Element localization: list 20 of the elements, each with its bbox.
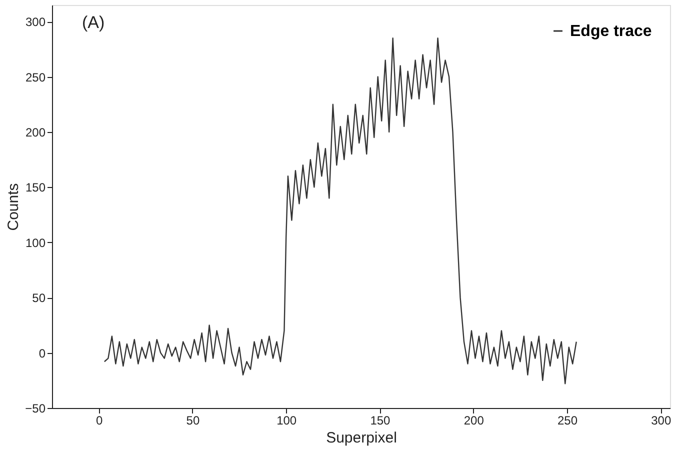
x-tick-label: 50 [186,414,200,428]
y-tick-label: 250 [25,70,46,84]
y-tick-label: −50 [25,402,46,416]
x-tick-label: 200 [464,414,484,428]
y-tick-label: 0 [38,346,46,360]
legend-label: Edge trace [570,23,652,40]
y-tick-label: 300 [25,15,46,30]
x-tick-label: 150 [370,414,391,428]
x-tick-label: 250 [557,414,578,428]
x-tick-label: 0 [96,414,103,428]
y-tick-label: 200 [25,125,46,140]
x-tick-label: 100 [276,414,297,428]
x-axis-title: Superpixel [326,430,397,446]
y-axis-title: Counts [5,183,22,231]
x-tick-label: 300 [651,414,672,428]
annotation: (A) [82,13,105,32]
y-tick-label: 50 [32,291,46,306]
y-tick-label: 150 [25,180,46,195]
line-series [104,38,577,384]
y-tick-label: 100 [25,236,46,250]
